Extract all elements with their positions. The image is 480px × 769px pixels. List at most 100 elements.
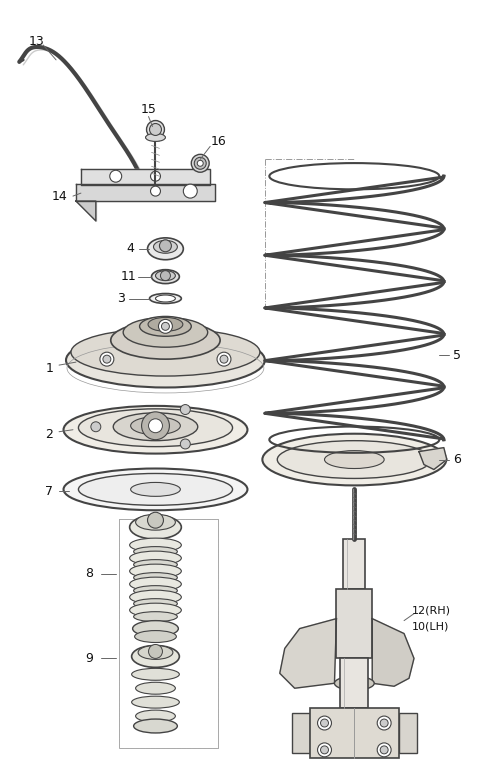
Ellipse shape [140,316,192,336]
Text: 4: 4 [127,242,134,255]
Ellipse shape [136,710,175,722]
Polygon shape [81,169,210,185]
Text: 2: 2 [45,428,53,441]
Polygon shape [372,618,414,686]
Ellipse shape [134,631,176,642]
Ellipse shape [78,474,232,505]
Ellipse shape [78,409,232,447]
Text: 11: 11 [121,270,136,283]
Circle shape [192,155,209,172]
Ellipse shape [263,434,446,485]
Circle shape [183,184,197,198]
Circle shape [158,319,172,333]
Ellipse shape [156,295,175,302]
Ellipse shape [63,468,248,511]
Circle shape [318,716,332,730]
Ellipse shape [71,328,260,376]
Bar [119,519,218,748]
Circle shape [100,352,114,366]
Ellipse shape [152,270,180,284]
Ellipse shape [130,578,181,591]
Circle shape [91,421,101,431]
Circle shape [321,746,328,754]
Circle shape [380,746,388,754]
Ellipse shape [324,451,384,468]
Ellipse shape [150,294,181,304]
Bar [399,713,417,753]
Bar [336,589,372,658]
Ellipse shape [145,134,166,141]
Ellipse shape [111,321,220,359]
Text: 6: 6 [453,453,461,466]
Ellipse shape [133,586,178,595]
Ellipse shape [133,611,178,621]
Ellipse shape [130,538,181,552]
Bar [340,658,368,708]
Polygon shape [419,448,447,470]
Ellipse shape [63,406,248,454]
Ellipse shape [136,682,175,694]
Ellipse shape [132,696,180,708]
Ellipse shape [138,645,173,659]
Circle shape [380,719,388,727]
Ellipse shape [113,413,198,441]
Text: 14: 14 [51,190,67,202]
Ellipse shape [154,241,178,253]
Circle shape [146,121,165,138]
Text: 9: 9 [85,652,93,665]
Text: 7: 7 [45,485,53,498]
Circle shape [151,186,160,196]
Circle shape [147,512,164,528]
Ellipse shape [130,551,181,565]
Ellipse shape [130,603,181,617]
Circle shape [180,439,190,449]
Ellipse shape [147,238,183,260]
Text: 10(LH): 10(LH) [412,621,450,631]
Bar [292,713,310,753]
Circle shape [103,355,111,363]
Circle shape [318,743,332,757]
Circle shape [220,355,228,363]
Circle shape [377,743,391,757]
Circle shape [377,716,391,730]
Polygon shape [76,201,96,221]
Circle shape [180,404,190,414]
Ellipse shape [133,547,178,557]
Ellipse shape [66,333,265,388]
Ellipse shape [277,441,432,478]
Ellipse shape [123,318,208,348]
Ellipse shape [148,318,183,331]
Circle shape [217,352,231,366]
Text: 5: 5 [453,348,461,361]
Text: 13: 13 [28,35,44,48]
Text: 1: 1 [45,361,53,375]
Ellipse shape [132,621,179,637]
Circle shape [148,419,162,433]
Circle shape [142,412,169,440]
Circle shape [159,240,171,251]
Circle shape [150,124,161,135]
Ellipse shape [130,564,181,578]
Bar [310,708,399,757]
Ellipse shape [132,668,180,681]
Polygon shape [280,618,336,688]
Ellipse shape [133,573,178,583]
Bar [343,539,365,589]
Circle shape [197,160,203,166]
Text: 12(RH): 12(RH) [411,606,450,616]
Circle shape [160,271,170,281]
Ellipse shape [133,598,178,608]
Circle shape [161,322,169,331]
Ellipse shape [335,676,374,691]
Text: 3: 3 [117,292,125,305]
Text: 8: 8 [85,568,93,581]
Ellipse shape [136,514,175,530]
Ellipse shape [133,560,178,570]
Ellipse shape [131,417,180,434]
Ellipse shape [133,719,178,733]
Polygon shape [76,184,215,201]
Circle shape [321,719,328,727]
Circle shape [148,644,162,658]
Ellipse shape [130,515,181,539]
Text: 16: 16 [210,135,226,148]
